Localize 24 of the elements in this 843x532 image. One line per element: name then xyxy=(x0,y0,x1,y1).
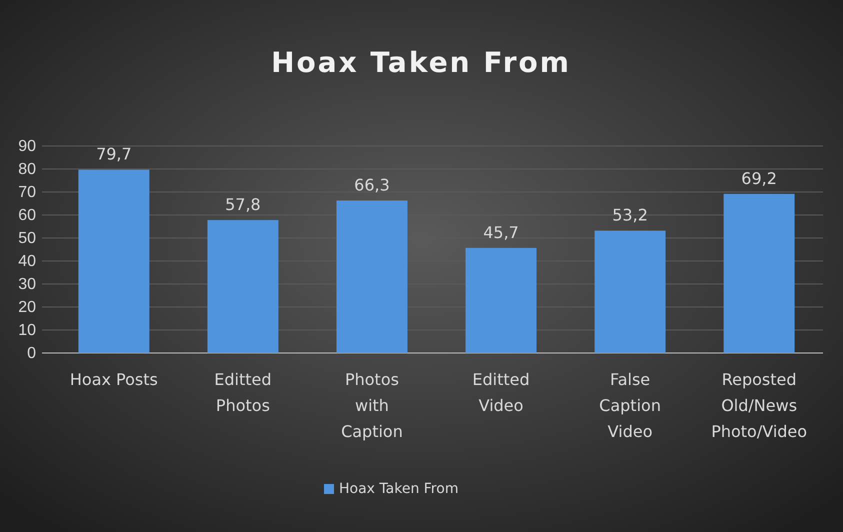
y-tick-label: 80 xyxy=(18,161,36,178)
y-tick-label: 0 xyxy=(27,345,36,362)
x-tick-label: Photos with Caption xyxy=(341,370,403,441)
data-label: 45,7 xyxy=(483,222,519,242)
y-tick-label: 20 xyxy=(18,299,36,316)
data-label: 66,3 xyxy=(354,176,390,195)
y-tick-label: 10 xyxy=(18,322,36,340)
y-tick-label: 30 xyxy=(18,276,36,294)
data-label: 53,2 xyxy=(612,206,648,225)
y-tick-label: 40 xyxy=(18,253,36,270)
legend-label: Hoax Taken From xyxy=(339,481,458,497)
data-label: 79,7 xyxy=(96,144,132,164)
data-label: 57,8 xyxy=(225,195,261,214)
data-label: 69,2 xyxy=(741,168,777,188)
x-tick-label: Reposted Old/News Photo/Video xyxy=(711,370,808,441)
y-tick-label: 90 xyxy=(18,138,36,156)
y-tick-label: 70 xyxy=(18,184,36,202)
x-tick-label: Editted Photos xyxy=(214,370,272,415)
chart-title: Hoax Taken From xyxy=(271,46,571,79)
x-tick-label: Hoax Posts xyxy=(70,370,158,389)
y-tick-label: 60 xyxy=(18,207,36,224)
x-tick-label: Editted Video xyxy=(472,370,530,415)
y-tick-label: 50 xyxy=(18,230,36,248)
x-tick-label: False Caption Video xyxy=(599,370,661,441)
